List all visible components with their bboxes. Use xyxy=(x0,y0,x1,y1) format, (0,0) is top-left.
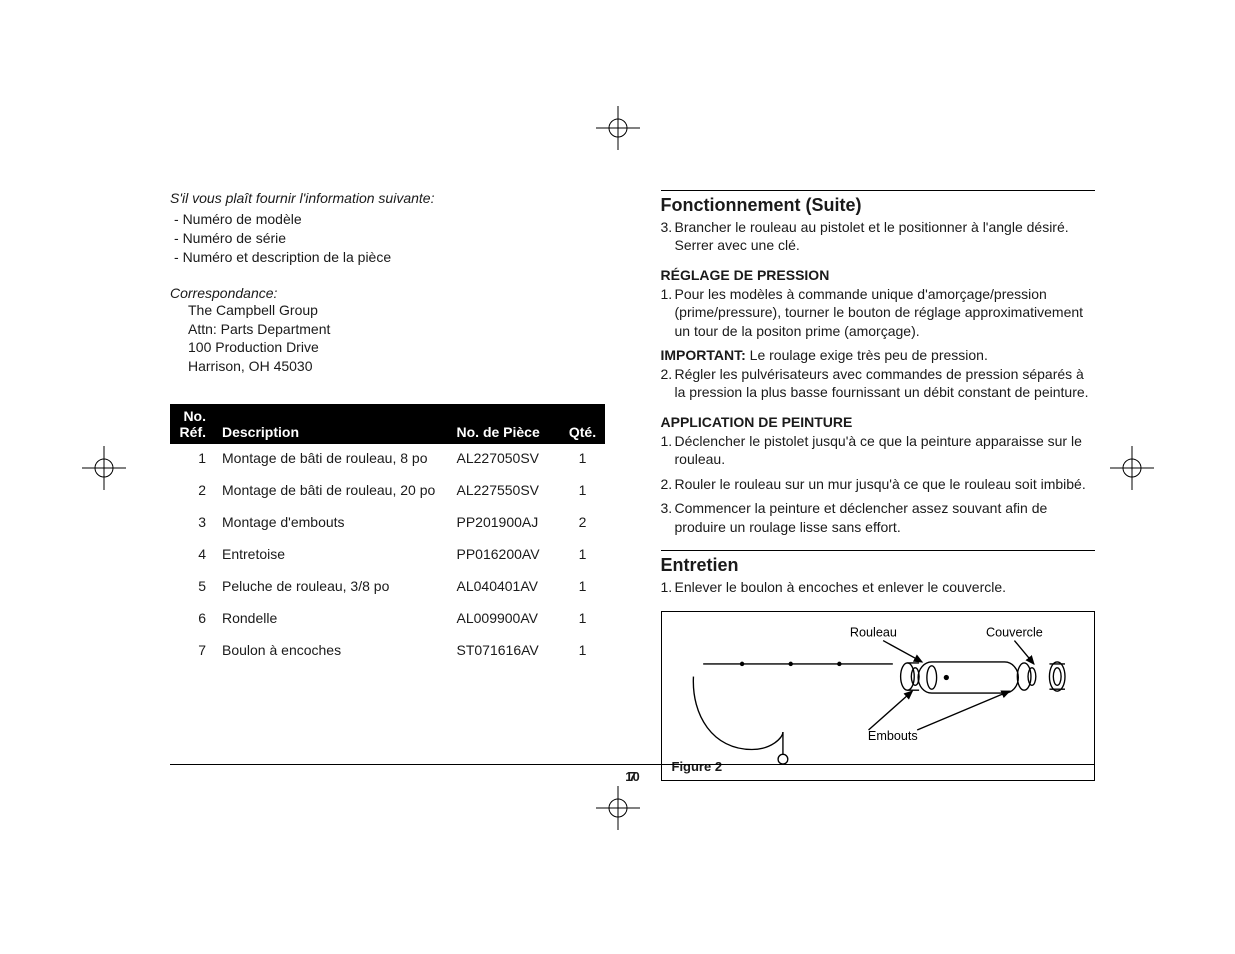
correspondence-title: Correspondance: xyxy=(170,285,605,301)
fig-label-embouts: Embouts xyxy=(867,728,917,742)
list-item: 1.Déclencher le pistolet jusqu'à ce que … xyxy=(675,432,1096,469)
table-row: 4EntretoisePP016200AV1 xyxy=(170,540,605,572)
heading-fonctionnement: Fonctionnement (Suite) xyxy=(661,195,1096,216)
page-number-right: 7 xyxy=(170,765,1095,784)
col-desc: Description xyxy=(216,404,451,444)
reglage-list-2: 2.Régler les pulvérisateurs avec command… xyxy=(661,365,1096,408)
rule xyxy=(661,550,1096,551)
page-right: Fonctionnement (Suite) 3.Brancher le rou… xyxy=(661,190,1096,784)
col-ref: No.Réf. xyxy=(170,404,216,444)
fonc-list: 3.Brancher le rouleau au pistolet et le … xyxy=(661,218,1096,261)
content-area: S'il vous plaît fournir l'information su… xyxy=(170,190,1095,784)
table-row: 6RondelleAL009900AV1 xyxy=(170,604,605,636)
list-item: 1.Enlever le boulon à encoches et enleve… xyxy=(675,578,1096,596)
registration-mark-left xyxy=(82,446,126,490)
parts-body: 1Montage de bâti de rouleau, 8 poAL22705… xyxy=(170,444,605,664)
list-item: 3.Brancher le rouleau au pistolet et le … xyxy=(675,218,1096,255)
figure-svg: Rouleau Couvercle Embouts xyxy=(674,620,1083,772)
heading-application: APPLICATION DE PEINTURE xyxy=(661,414,1096,430)
info-item: Numéro et description de la pièce xyxy=(186,248,605,267)
address-line: 100 Production Drive xyxy=(188,338,605,357)
registration-mark-top xyxy=(596,106,640,150)
table-row: 1Montage de bâti de rouleau, 8 poAL22705… xyxy=(170,444,605,476)
table-row: 7Boulon à encochesST071616AV1 xyxy=(170,636,605,664)
info-block: S'il vous plaît fournir l'information su… xyxy=(170,190,605,376)
table-row: 3Montage d'emboutsPP201900AJ2 xyxy=(170,508,605,540)
ent-list: 1.Enlever le boulon à encoches et enleve… xyxy=(661,578,1096,602)
footer-right: 7 xyxy=(170,764,1095,784)
sheet: S'il vous plaît fournir l'information su… xyxy=(0,0,1235,954)
address-line: Attn: Parts Department xyxy=(188,320,605,339)
table-row: 2Montage de bâti de rouleau, 20 poAL2275… xyxy=(170,476,605,508)
rule xyxy=(661,190,1096,191)
list-item: 3.Commencer la peinture et déclencher as… xyxy=(675,499,1096,536)
list-item: 2.Rouler le rouleau sur un mur jusqu'à c… xyxy=(675,475,1096,493)
heading-reglage: RÉGLAGE DE PRESSION xyxy=(661,267,1096,283)
address-line: Harrison, OH 45030 xyxy=(188,357,605,376)
figure-2: Rouleau Couvercle Embouts xyxy=(661,611,1096,781)
info-list: Numéro de modèle Numéro de série Numéro … xyxy=(170,210,605,267)
page-left: S'il vous plaît fournir l'information su… xyxy=(170,190,605,784)
reglage-list: 1.Pour les modèles à commande unique d'a… xyxy=(661,285,1096,346)
list-item: 2.Régler les pulvérisateurs avec command… xyxy=(675,365,1096,402)
fig-label-rouleau: Rouleau xyxy=(849,625,896,639)
list-item: 1.Pour les modèles à commande unique d'a… xyxy=(675,285,1096,340)
info-intro: S'il vous plaît fournir l'information su… xyxy=(170,190,605,206)
heading-entretien: Entretien xyxy=(661,555,1096,576)
address-line: The Campbell Group xyxy=(188,301,605,320)
col-qty: Qté. xyxy=(561,404,605,444)
app-list: 1.Déclencher le pistolet jusqu'à ce que … xyxy=(661,432,1096,542)
info-item: Numéro de modèle xyxy=(186,210,605,229)
registration-mark-right xyxy=(1110,446,1154,490)
registration-mark-bottom xyxy=(596,786,640,830)
parts-table: No.Réf. Description No. de Pièce Qté. 1M… xyxy=(170,404,605,664)
table-row: 5Peluche de rouleau, 3/8 poAL040401AV1 xyxy=(170,572,605,604)
fig-label-couvercle: Couvercle xyxy=(985,625,1042,639)
address-block: The Campbell Group Attn: Parts Departmen… xyxy=(170,301,605,377)
important-note: IMPORTANT: Le roulage exige très peu de … xyxy=(661,346,1096,364)
col-part: No. de Pièce xyxy=(451,404,561,444)
info-item: Numéro de série xyxy=(186,229,605,248)
